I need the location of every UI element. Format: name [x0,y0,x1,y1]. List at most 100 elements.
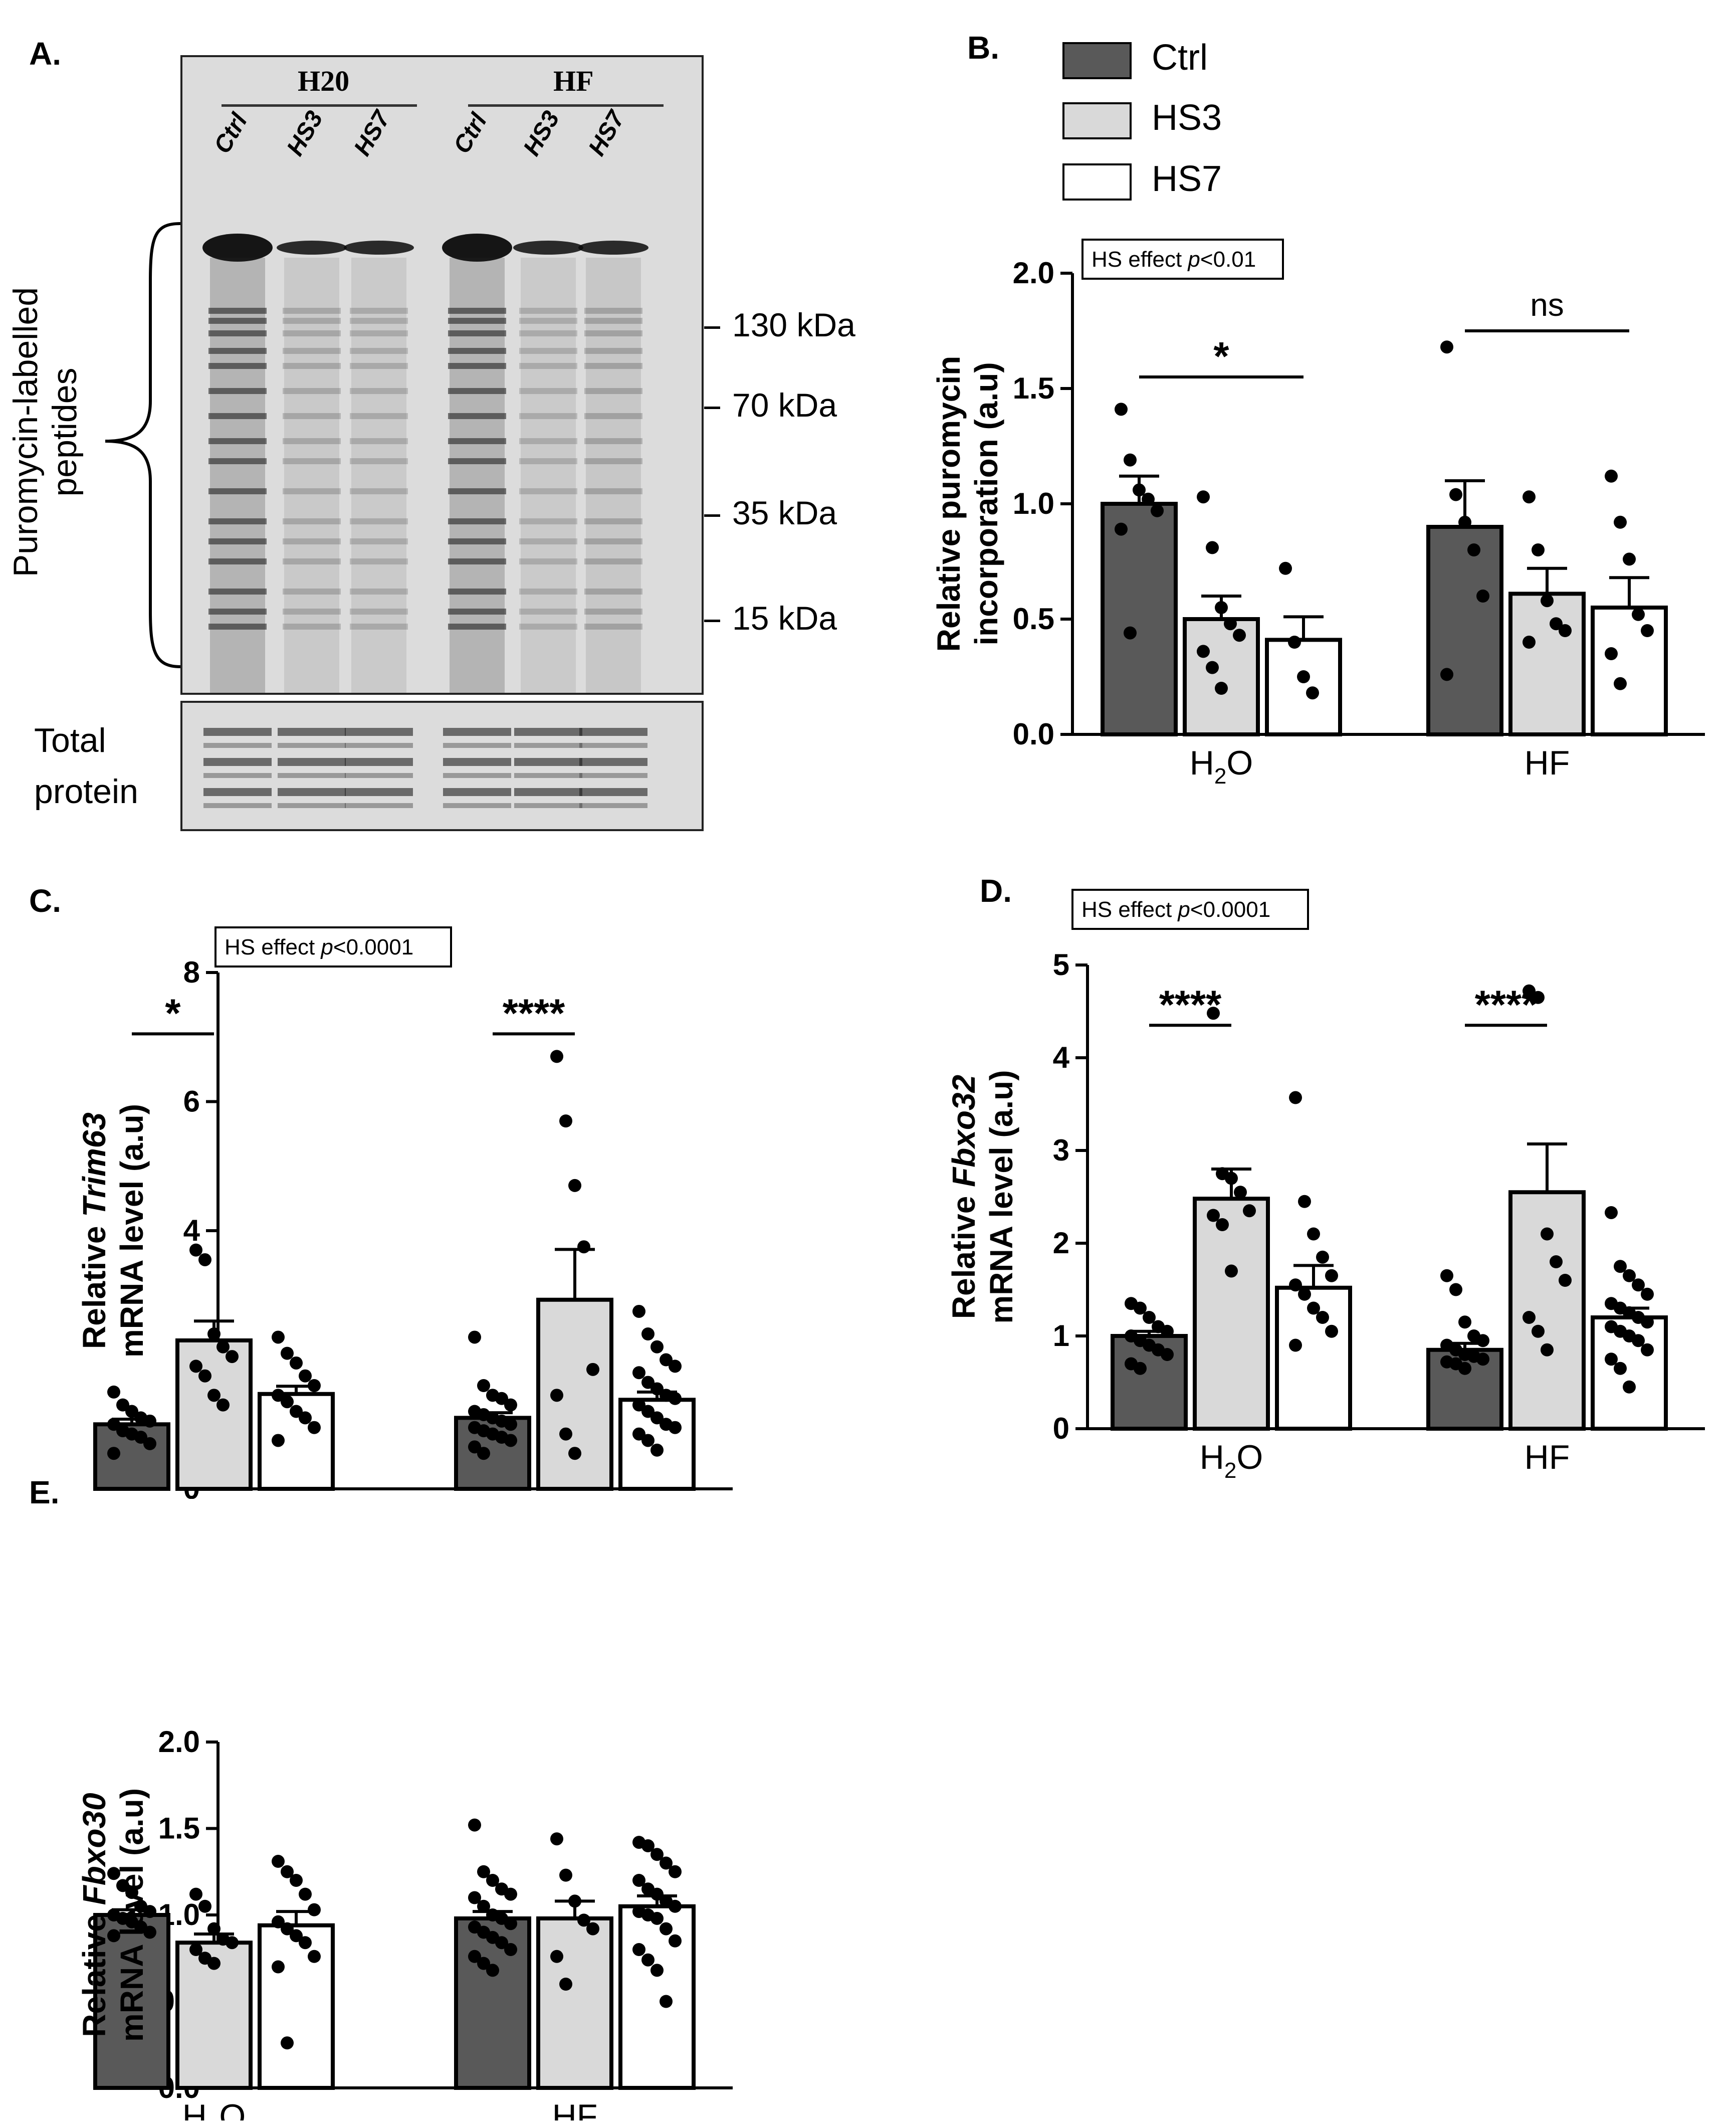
brace-icon [105,222,181,668]
chart-d: 0 1 2 3 4 5 H2O HF **** **** HS effect p<0.0001 Rel… [946,889,1705,1483]
data-point [1289,1091,1302,1104]
data-point [477,1957,490,1970]
blot-band [350,308,408,314]
y-tick-label: 2.0 [1013,256,1054,290]
data-point [660,1353,673,1367]
significance-label: **** [1475,982,1538,1027]
blot-band [283,363,341,369]
blot-band [448,308,506,314]
data-point [586,1922,599,1936]
data-point [134,1431,147,1444]
blot-band [283,388,341,394]
data-point [1325,1324,1338,1338]
data-point [107,1447,120,1460]
blot-top-band [202,234,273,262]
data-point [189,1243,202,1257]
data-point [1307,1301,1320,1315]
blot-band [519,318,577,324]
total-protein-band [514,788,582,796]
data-point [495,1936,508,1950]
y-axis-label: Relative puromycin [931,356,967,652]
data-point [272,1855,285,1868]
blot-band [519,363,577,369]
data-point [143,1437,156,1450]
blot-band [283,438,341,444]
data-point [125,1886,138,1899]
blot-band [208,538,267,544]
data-point [1440,668,1453,681]
significance-label: **** [503,991,565,1035]
data-point [272,1434,285,1447]
total-protein-band [345,803,413,808]
blot-band [350,413,408,419]
data-point [504,1434,517,1447]
data-point [1206,661,1219,674]
data-point [650,1340,664,1354]
data-point [550,1389,563,1402]
annotation-text: HS effect p<0.01 [1092,247,1256,272]
data-point [1523,636,1536,649]
blot-band [584,609,642,615]
data-point [1532,991,1545,1004]
data-point [1234,1186,1247,1199]
blot-top-band [513,241,583,255]
data-point [1197,645,1210,658]
total-protein-band [203,803,272,808]
data-point [1298,1287,1311,1301]
total-protein-band [443,728,511,736]
data-point [1458,1362,1471,1375]
data-point [290,1405,303,1418]
total-protein-band [514,758,582,766]
blot-band [448,538,506,544]
data-point [299,1369,312,1383]
data-point [641,1405,655,1418]
blot-band [584,458,642,464]
data-point [669,1934,682,1948]
blot-band [350,330,408,336]
data-point [1224,617,1237,631]
data-point [468,1891,481,1904]
blot-band [350,609,408,615]
chart-c: 02468H2OHF*****HS effect p<0.0001Relativ… [76,926,733,1499]
blot-band [448,488,506,494]
data-point [1289,1278,1302,1292]
data-point [281,1865,294,1878]
bar-ctrl-h2o [1101,502,1178,736]
blot-band [519,624,577,630]
bar-hs7-hf [1591,606,1668,736]
significance-label: * [1213,334,1229,378]
data-point [116,1398,129,1412]
blot-band [350,348,408,354]
blot-band [208,388,267,394]
blot-group-h20: H20 [298,65,350,97]
blot-band [350,363,408,369]
data-point [143,1414,156,1428]
blot-smear [210,258,265,693]
blot-band [283,330,341,336]
data-point [299,1936,312,1950]
data-point [1541,594,1554,608]
bar-hs7-h2o [1265,638,1342,737]
blot-band [350,518,408,524]
total-protein-band [443,803,511,808]
blot-band [208,624,267,630]
blot-lane-label: HS3 [282,106,328,160]
bar-hs3-h2o [175,1338,253,1491]
y-axis-label: incorporation (a.u) [968,362,1004,645]
blot-band [519,538,577,544]
data-point [1206,541,1219,554]
blot-band [584,318,642,324]
total-protein-band [443,758,511,766]
significance-label: ns [1530,287,1564,323]
bar-hs3-h2o [1183,617,1260,736]
data-point [477,1899,490,1913]
panel-letter-c: C. [29,883,61,919]
data-point [308,1421,321,1434]
data-point [1449,488,1462,501]
total-protein-band [278,773,346,778]
bar-hs3-hf [536,1297,613,1491]
data-point [1115,522,1128,536]
total-protein-band [203,788,272,796]
data-point [308,1950,321,1963]
total-protein-band [443,788,511,796]
